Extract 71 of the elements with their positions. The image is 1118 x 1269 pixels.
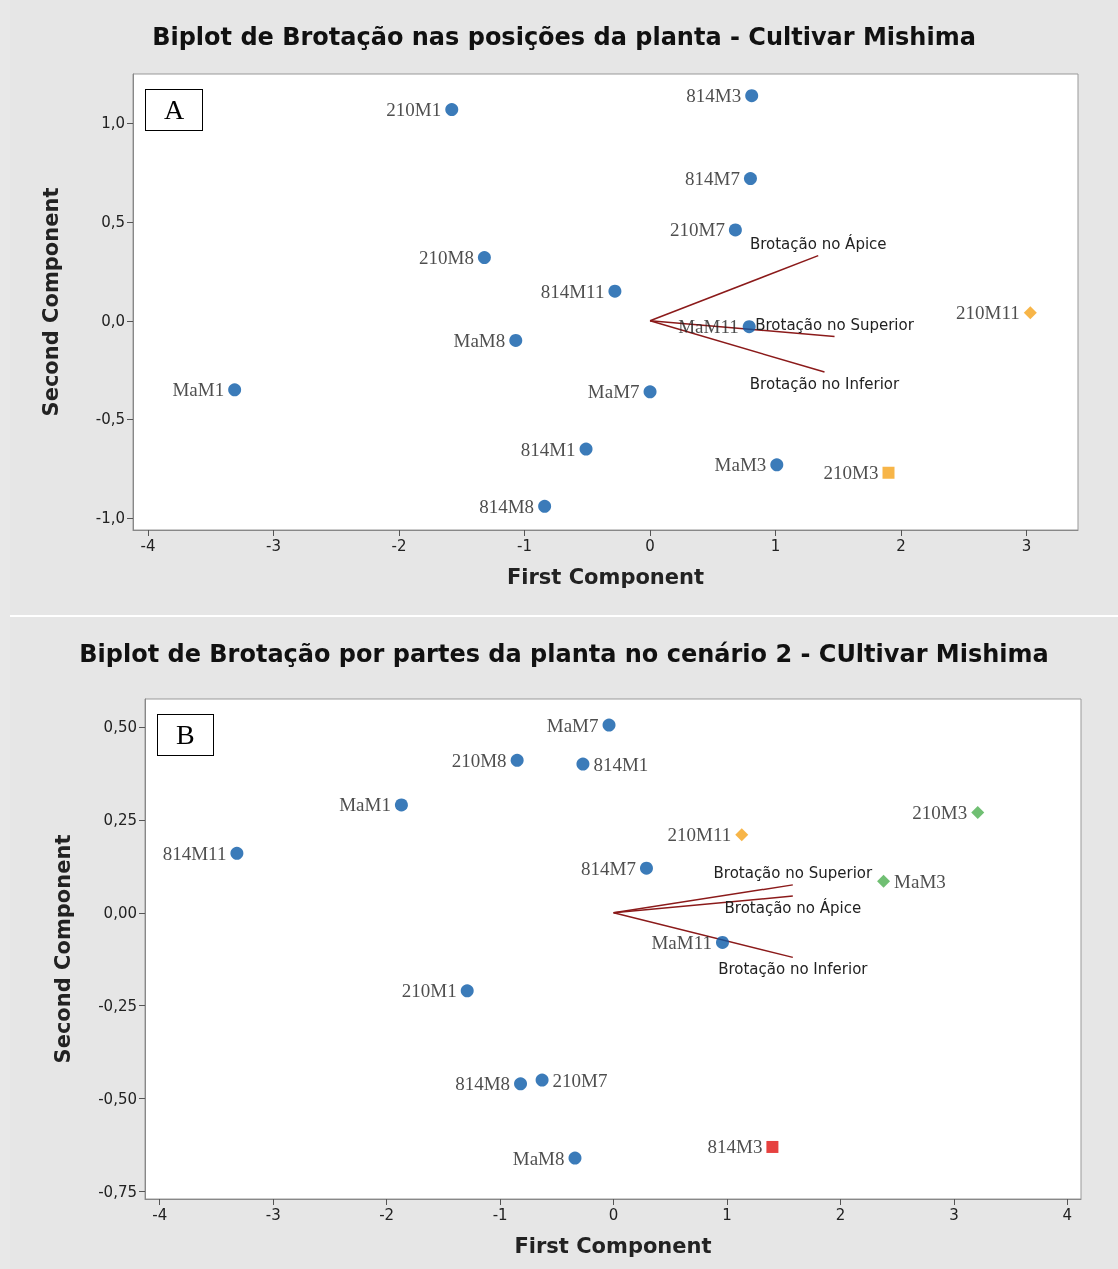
x-tick-label: -2 [391,536,407,555]
data-label: MaM1 [339,794,391,816]
data-label: 814M11 [540,280,605,302]
x-tick-label: 1 [722,1205,732,1224]
y-tick-label: -0,75 [98,1182,137,1201]
data-label: 210M7 [552,1069,608,1091]
x-tick-label: -4 [152,1205,168,1224]
data-label: MaM7 [546,714,599,736]
panel-letter: B [157,714,214,756]
data-label: Brotação no Inferior [718,959,869,978]
x-tick-label: 0 [608,1205,619,1224]
y-tick-label: 0,5 [101,213,125,232]
data-label: 210M11 [956,302,1020,324]
data-label: 814M7 [685,168,740,190]
data-label: 814M3 [686,85,742,107]
x-tick-label: -2 [379,1205,395,1224]
y-axis-title: Second Component [38,187,63,417]
x-axis-title: First Component [506,564,705,589]
data-label: MaM8 [453,329,506,351]
data-label: Brotação no Superior [713,864,873,883]
data-label: MaM3 [714,454,767,476]
data-label: 210M11 [667,824,732,846]
data-label: Brotação no Superior [755,316,915,335]
data-label: 210M1 [401,980,457,1002]
data-label: 814M8 [479,495,535,517]
x-tick-label: 2 [896,536,906,555]
chart-title: Biplot de Brotação nas posições da planta - Cultivar Mishima [152,23,976,51]
data-label: 814M11 [162,842,227,864]
x-tick-label: 2 [835,1205,846,1224]
y-tick-label: 0,25 [103,810,137,829]
x-axis-title: First Component [514,1233,712,1258]
y-tick-label: -1,0 [95,509,125,528]
data-label: MaM7 [587,381,640,403]
data-label: 210M7 [669,219,725,241]
y-tick-label: 0,50 [103,717,137,736]
data-label: Brotação no Inferior [749,374,900,393]
data-label: 210M3 [823,462,879,484]
x-tick-label: 3 [1021,536,1032,555]
data-label: 210M8 [451,749,507,771]
x-tick-label: 3 [949,1205,959,1224]
data-label: MaM8 [512,1147,565,1169]
x-tick-label: 0 [645,536,655,555]
y-tick-label: 0,00 [103,903,137,922]
data-label: MaM11 [651,931,712,953]
data-label: 814M7 [581,857,636,879]
x-tick-label: -3 [265,1205,281,1224]
x-tick-label: -4 [140,536,156,555]
data-label: 210M8 [418,247,474,269]
data-label: 814M3 [707,1136,763,1158]
x-tick-label: 4 [1062,1205,1073,1224]
x-tick-label: -3 [266,536,282,555]
chart-title: Biplot de Brotação por partes da planta no cenário 2 - CUltivar Mishima [79,640,1049,668]
data-label: 814M8 [455,1073,511,1095]
x-tick-label: -1 [492,1205,508,1224]
data-label: Brotação no Ápice [724,897,862,917]
y-tick-label: -0,25 [98,996,137,1015]
data-label: 814M1 [593,753,649,775]
x-tick-label: 1 [770,536,781,555]
x-tick-label: -1 [517,536,533,555]
y-tick-label: -0,5 [95,410,125,429]
data-label: 210M1 [386,99,442,121]
panel-letter: A [145,89,204,131]
data-label: MaM3 [894,870,946,892]
data-label: Brotação no Ápice [749,234,887,254]
y-tick-label: 0,0 [101,311,125,330]
y-tick-label: 1,0 [101,114,125,133]
y-axis-title: Second Component [50,834,75,1064]
data-label: MaM1 [172,379,225,401]
data-label: 210M3 [912,801,968,823]
y-tick-label: -0,50 [98,1089,137,1108]
data-label: 814M1 [520,438,576,460]
